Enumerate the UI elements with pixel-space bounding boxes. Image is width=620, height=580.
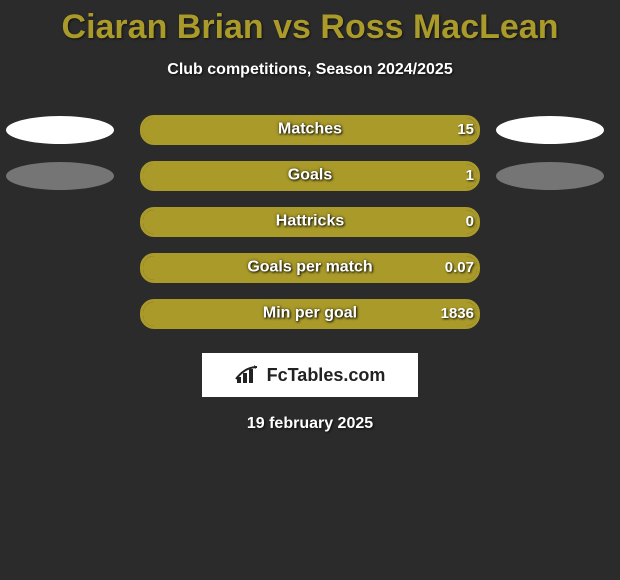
chart-row: Goals 1 [0,153,620,199]
subtitle: Club competitions, Season 2024/2025 [0,61,620,79]
chart-row: Matches 15 [0,107,620,153]
chart-row: Min per goal 1836 [0,291,620,337]
metric-value-right: 15 [457,121,474,138]
metric-label: Goals per match [247,259,372,277]
comparison-chart: Matches 15 Goals 1 Hattricks 0 Goals p [0,107,620,337]
footer-logo: FcTables.com [202,353,418,397]
right-marker-ellipse [496,162,604,190]
footer-logo-text: FcTables.com [267,365,386,386]
metric-label: Min per goal [263,305,357,323]
metric-label: Hattricks [276,213,344,231]
metric-value-right: 1 [466,167,474,184]
metric-label: Goals [288,167,332,185]
chart-row: Hattricks 0 [0,199,620,245]
left-marker-ellipse [6,162,114,190]
metric-value-right: 0.07 [445,259,474,276]
page-title: Ciaran Brian vs Ross MacLean [0,0,620,47]
metric-value-right: 0 [466,213,474,230]
right-marker-ellipse [496,116,604,144]
metric-value-right: 1836 [441,305,474,322]
bar-chart-icon [235,365,261,385]
footer-date: 19 february 2025 [0,415,620,433]
left-marker-ellipse [6,116,114,144]
metric-label: Matches [278,121,342,139]
chart-row: Goals per match 0.07 [0,245,620,291]
